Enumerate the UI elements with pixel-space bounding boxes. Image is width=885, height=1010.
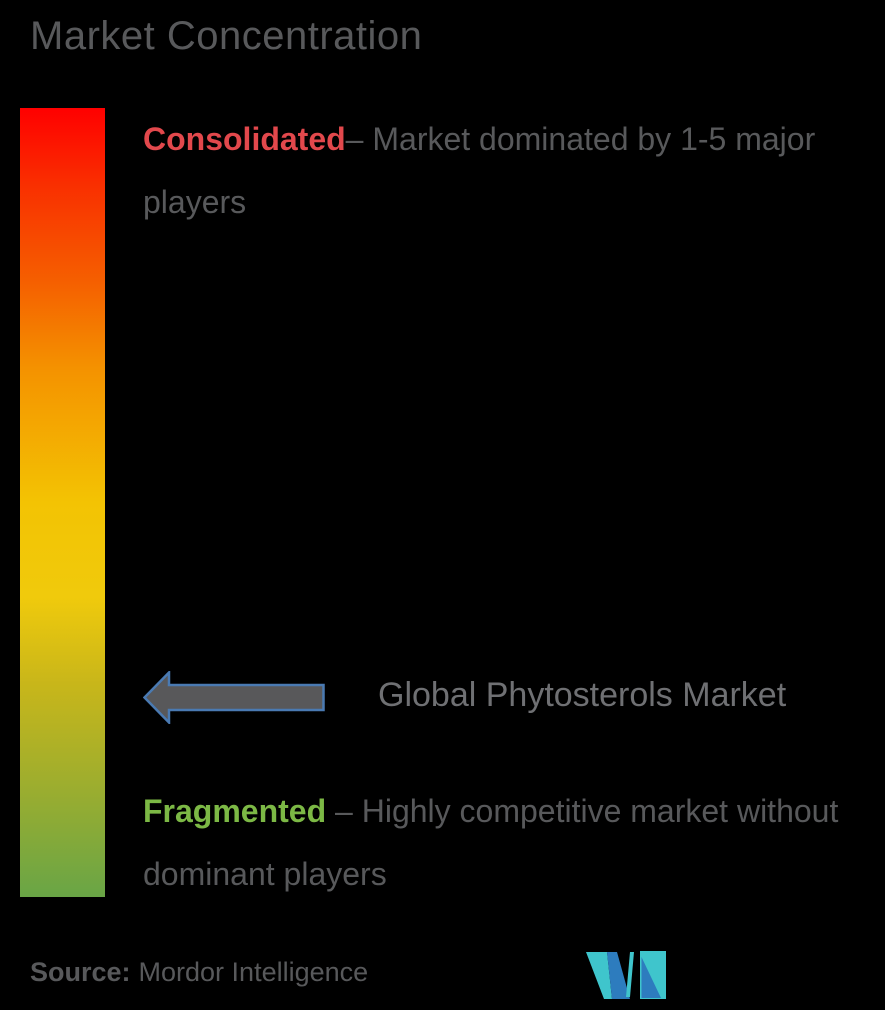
left-arrow-shape: [143, 671, 325, 724]
logo-middle-teal-sliver: [626, 952, 634, 997]
mordor-intelligence-logo: [586, 951, 666, 999]
consolidated-separator: –: [345, 121, 373, 157]
consolidated-label: Consolidated: [143, 121, 346, 157]
fragmented-separator: –: [326, 793, 362, 829]
fragmented-label: Fragmented: [143, 793, 327, 829]
source-line: Source: Mordor Intelligence: [30, 955, 368, 989]
fragmented-description: Fragmented – Highly competitive market w…: [143, 780, 885, 906]
logo-left-teal-shape: [586, 952, 612, 999]
consolidated-text: Market dominated by 1-5 major players: [143, 121, 816, 220]
source-value: Mordor Intelligence: [138, 957, 369, 987]
page-title: Market Concentration: [30, 14, 423, 58]
fragmented-text: Highly competitive market without domina…: [143, 793, 839, 892]
left-arrow-icon: [143, 671, 325, 724]
logo-right-blue-wedge: [641, 957, 661, 998]
market-name-label: Global Phytosterols Market: [378, 676, 787, 714]
logo-left-blue-diagonal: [607, 952, 630, 999]
concentration-scale-gradient-bar: [20, 108, 105, 897]
source-label: Source:: [30, 957, 131, 987]
consolidated-description: Consolidated– Market dominated by 1-5 ma…: [143, 108, 883, 234]
